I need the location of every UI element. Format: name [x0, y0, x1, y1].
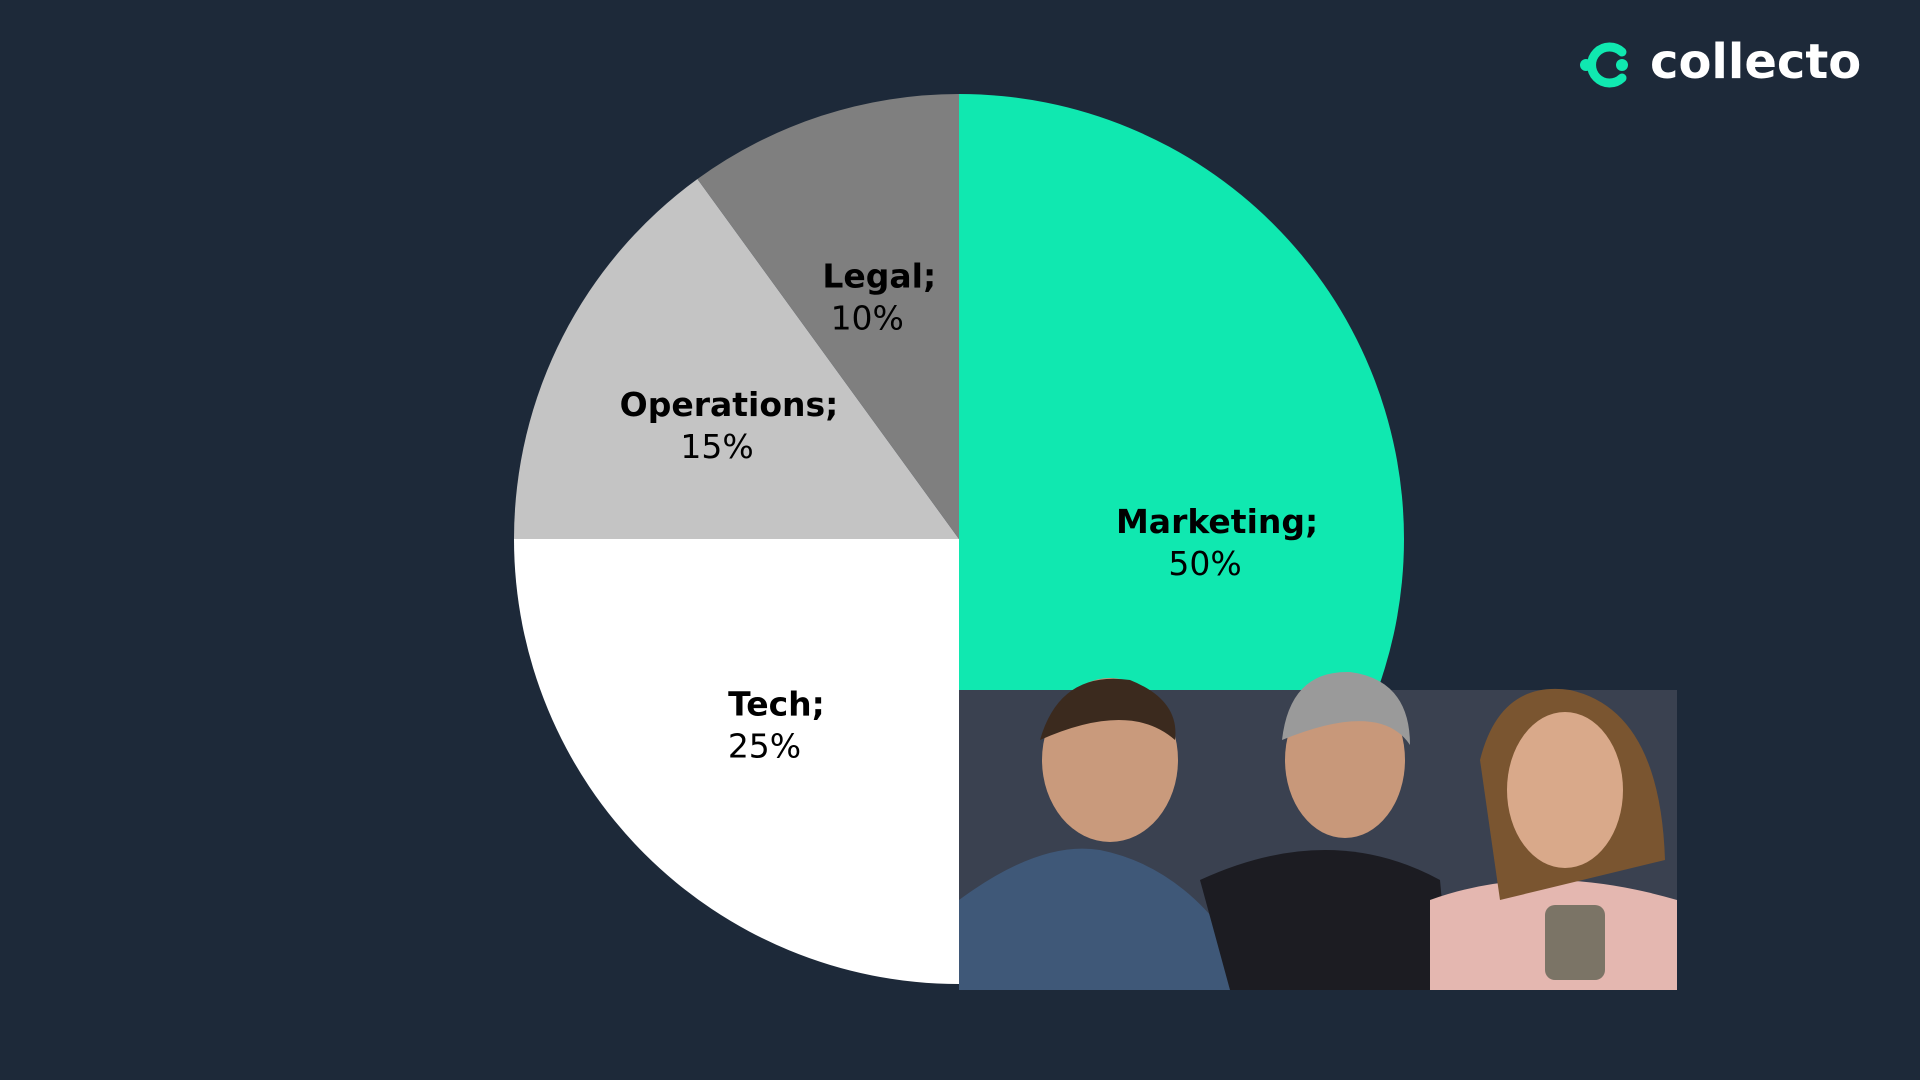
person-2-hair — [1282, 671, 1410, 745]
slice-label: Operations; — [620, 385, 839, 424]
pie-slice — [514, 539, 959, 984]
slice-value-label: 50% — [1168, 544, 1241, 583]
person-1-suit — [959, 848, 1260, 990]
pie-slice — [697, 94, 959, 539]
slice-value-label: 10% — [831, 299, 904, 338]
person-2-suit — [1200, 850, 1450, 990]
person-3-face — [1507, 712, 1623, 868]
slice-value-label: 15% — [680, 427, 753, 466]
slice-label: Tech; — [728, 685, 825, 724]
person-1-hair — [1040, 678, 1176, 740]
pie-slice — [514, 178, 959, 540]
slice-label: Legal; — [822, 257, 936, 296]
team-photo — [959, 671, 1677, 990]
logo: collecto — [1580, 34, 1861, 90]
logo-icon — [1580, 42, 1628, 88]
logo-text: collecto — [1650, 34, 1861, 90]
slice-value-label: 25% — [728, 727, 801, 766]
slice-label: Marketing; — [1116, 502, 1318, 541]
phone — [1545, 905, 1605, 980]
